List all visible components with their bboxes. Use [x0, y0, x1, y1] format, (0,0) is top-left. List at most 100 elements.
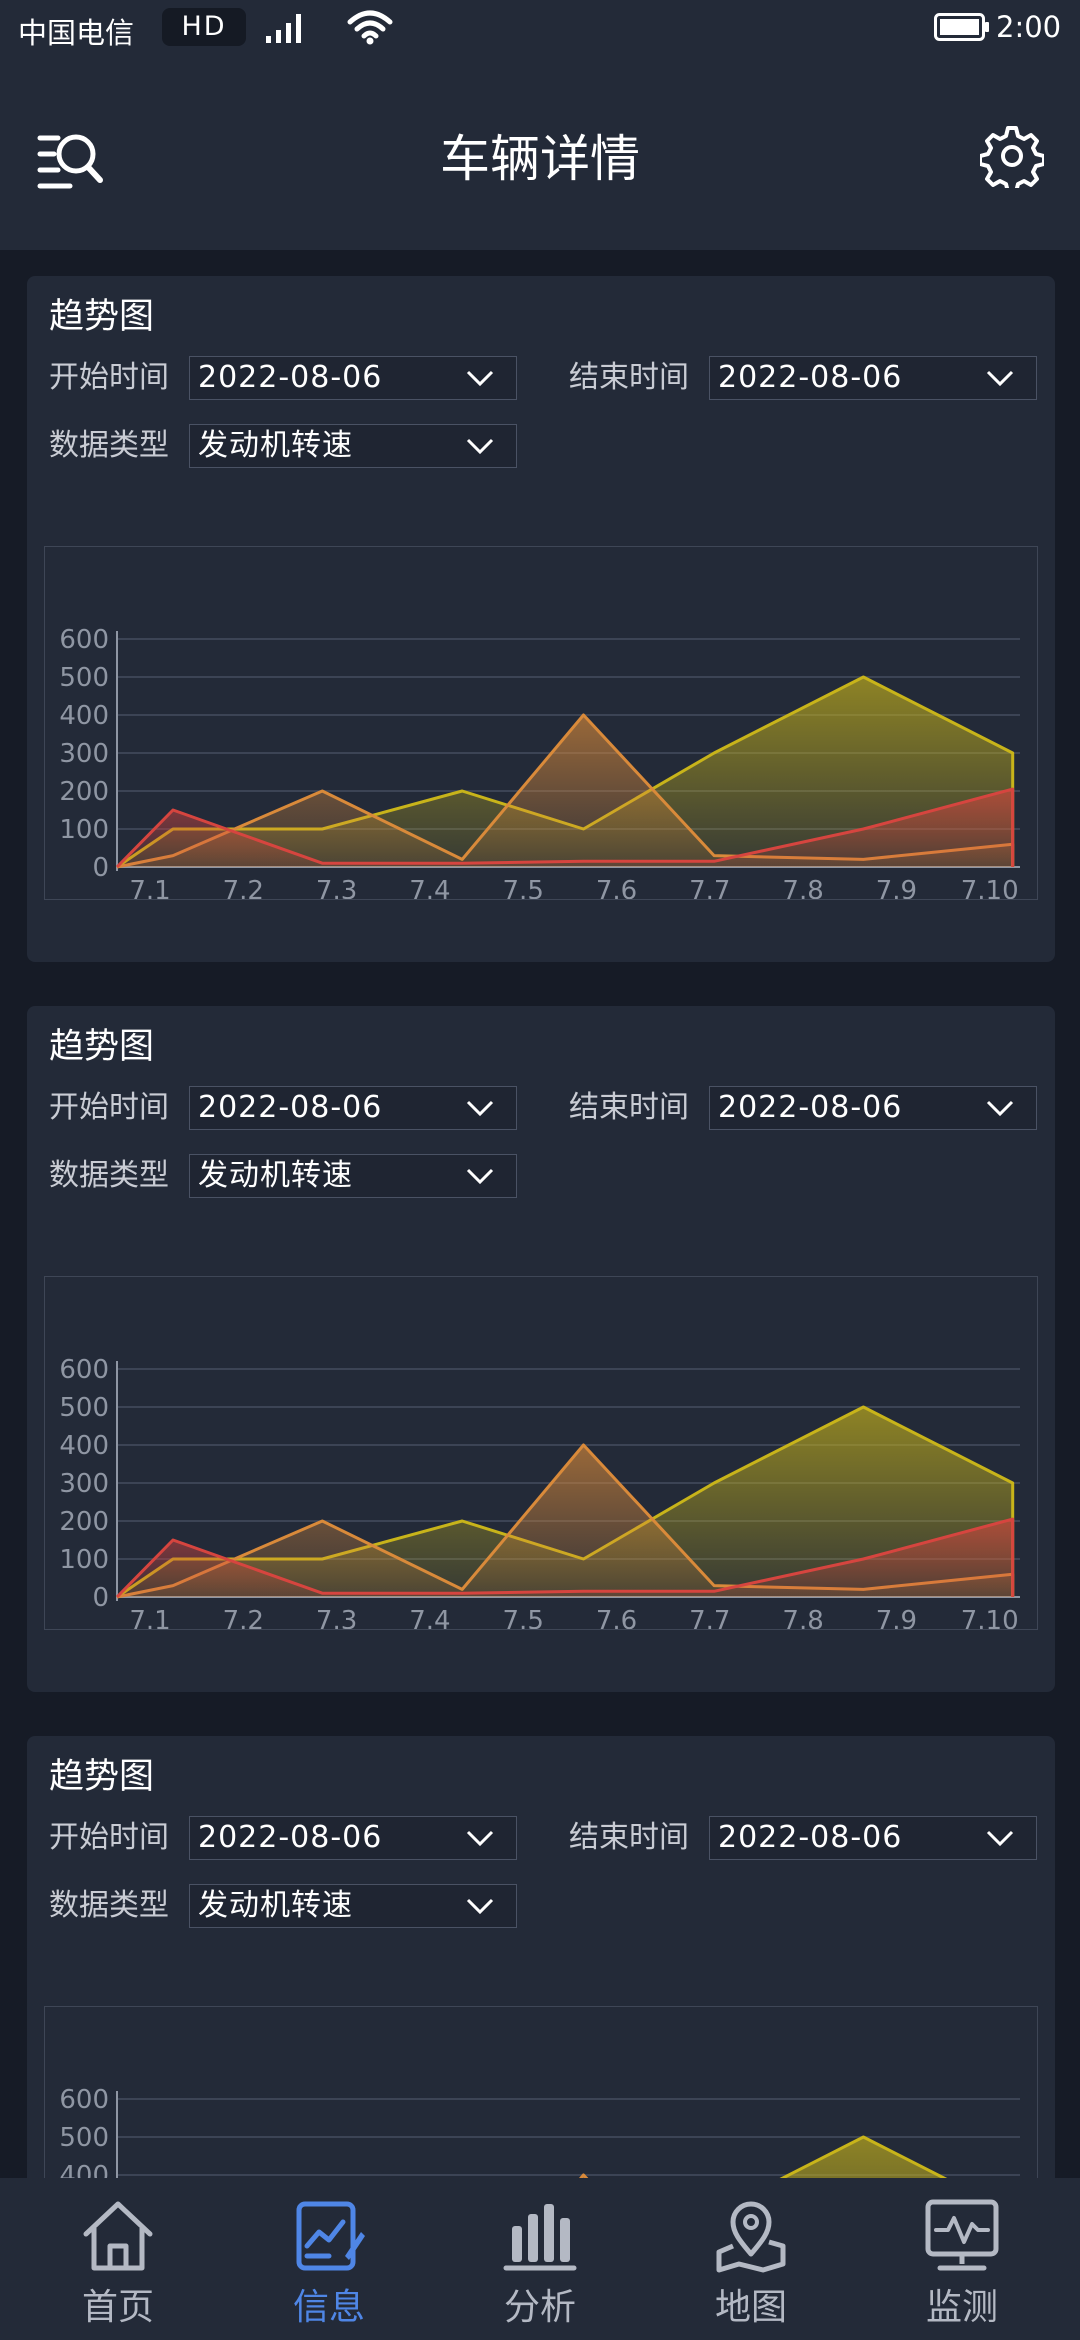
signal-icon — [266, 14, 301, 43]
chevron-down-icon — [986, 1830, 1014, 1847]
end-time-value: 2022-08-06 — [718, 1820, 903, 1855]
x-tick-label: 7.9 — [876, 876, 917, 899]
start-time-label: 开始时间 — [49, 1820, 169, 1855]
trend-card: 趋势图 开始时间 2022-08-06 结束时间 2022-08-06 数据类型… — [27, 276, 1055, 962]
y-tick-label: 0 — [92, 1583, 109, 1613]
x-tick-label: 7.5 — [503, 1606, 544, 1629]
x-tick-label: 7.9 — [876, 1606, 917, 1629]
chevron-down-icon — [466, 1830, 494, 1847]
start-time-value: 2022-08-06 — [198, 1820, 383, 1855]
clock-time: 2:00 — [996, 10, 1062, 44]
x-tick-label: 7.3 — [316, 1606, 357, 1629]
y-tick-label: 400 — [59, 701, 109, 731]
search-list-icon[interactable] — [36, 124, 106, 194]
y-tick-label: 600 — [59, 625, 109, 655]
y-tick-label: 400 — [59, 1431, 109, 1461]
data-type-select[interactable]: 发动机转速 — [189, 424, 517, 468]
content-area: 趋势图 开始时间 2022-08-06 结束时间 2022-08-06 数据类型… — [0, 250, 1080, 2178]
start-time-label: 开始时间 — [49, 1090, 169, 1125]
x-tick-label: 7.7 — [689, 1606, 730, 1629]
x-tick-label: 7.1 — [129, 1606, 170, 1629]
y-tick-label: 200 — [59, 777, 109, 807]
chart-svg: 01002003004005006007.17.27.37.47.57.67.7… — [59, 2085, 1020, 2178]
info-chart-icon — [296, 2201, 365, 2271]
y-tick-label: 0 — [92, 853, 109, 883]
series-area — [782, 2137, 944, 2178]
nav-item-home[interactable]: 首页 — [33, 2178, 203, 2340]
chevron-down-icon — [986, 370, 1014, 387]
data-type-value: 发动机转速 — [198, 1888, 353, 1923]
y-tick-label: 100 — [59, 1545, 109, 1575]
x-tick-label: 7.2 — [223, 1606, 264, 1629]
x-tick-label: 7.10 — [961, 876, 1019, 899]
x-tick-label: 7.2 — [223, 876, 264, 899]
y-tick-label: 500 — [59, 1393, 109, 1423]
end-time-select[interactable]: 2022-08-06 — [709, 1086, 1037, 1130]
x-tick-label: 7.8 — [782, 1606, 823, 1629]
series-area — [117, 1519, 1013, 1597]
chevron-down-icon — [466, 438, 494, 455]
end-time-label: 结束时间 — [569, 360, 689, 395]
nav-item-monitor[interactable]: 监测 — [877, 2178, 1047, 2340]
map-pin-icon — [716, 2201, 786, 2273]
nav-item-map[interactable]: 地图 — [666, 2178, 836, 2340]
nav-item-info[interactable]: 信息 — [244, 2178, 414, 2340]
start-time-select[interactable]: 2022-08-06 — [189, 356, 517, 400]
card-title: 趋势图 — [49, 1757, 155, 1797]
x-tick-label: 7.7 — [689, 876, 730, 899]
data-type-value: 发动机转速 — [198, 1158, 353, 1193]
series-area — [117, 1407, 1013, 1597]
card-title: 趋势图 — [49, 297, 155, 337]
series-line — [115, 787, 1015, 869]
home-icon — [83, 2201, 153, 2271]
end-time-select[interactable]: 2022-08-06 — [709, 1816, 1037, 1860]
series-area — [117, 789, 1013, 867]
x-tick-label: 7.1 — [129, 876, 170, 899]
data-type-label: 数据类型 — [49, 1158, 169, 1193]
series-area — [117, 715, 1013, 867]
data-type-select[interactable]: 发动机转速 — [189, 1884, 517, 1928]
trend-chart: 01002003004005006007.17.27.37.47.57.67.7… — [44, 2006, 1038, 2178]
gear-icon[interactable] — [980, 124, 1044, 188]
data-type-value: 发动机转速 — [198, 428, 353, 463]
wifi-icon — [347, 10, 393, 45]
chevron-down-icon — [986, 1100, 1014, 1117]
y-tick-label: 500 — [59, 2123, 109, 2153]
start-time-label: 开始时间 — [49, 360, 169, 395]
start-time-value: 2022-08-06 — [198, 360, 383, 395]
x-tick-label: 7.5 — [503, 876, 544, 899]
data-type-label: 数据类型 — [49, 428, 169, 463]
x-tick-label: 7.8 — [782, 876, 823, 899]
x-tick-label: 7.3 — [316, 876, 357, 899]
hd-badge: HD — [162, 8, 246, 46]
end-time-value: 2022-08-06 — [718, 360, 903, 395]
carrier-name: 中国电信 — [18, 16, 135, 50]
x-tick-label: 7.6 — [596, 876, 637, 899]
chevron-down-icon — [466, 1898, 494, 1915]
nav-item-analysis[interactable]: 分析 — [455, 2178, 625, 2340]
x-tick-label: 7.6 — [596, 1606, 637, 1629]
y-tick-label: 100 — [59, 815, 109, 845]
chevron-down-icon — [466, 1100, 494, 1117]
start-time-value: 2022-08-06 — [198, 1090, 383, 1125]
start-time-select[interactable]: 2022-08-06 — [189, 1086, 517, 1130]
series-area — [117, 677, 1013, 867]
end-time-select[interactable]: 2022-08-06 — [709, 356, 1037, 400]
y-tick-label: 600 — [59, 1355, 109, 1385]
app-header: 车辆详情 — [0, 54, 1080, 250]
data-type-select[interactable]: 发动机转速 — [189, 1154, 517, 1198]
bottom-nav: 首页 信息 分析 地图 — [0, 2178, 1080, 2340]
nav-label: 首页 — [81, 2287, 154, 2328]
nav-label: 地图 — [714, 2287, 787, 2328]
page-title: 车辆详情 — [440, 130, 640, 188]
x-tick-label: 7.10 — [961, 1606, 1019, 1629]
end-time-label: 结束时间 — [569, 1090, 689, 1125]
data-type-label: 数据类型 — [49, 1888, 169, 1923]
start-time-select[interactable]: 2022-08-06 — [189, 1816, 517, 1860]
nav-label: 信息 — [292, 2287, 365, 2328]
end-time-value: 2022-08-06 — [718, 1090, 903, 1125]
x-tick-label: 7.4 — [409, 876, 450, 899]
